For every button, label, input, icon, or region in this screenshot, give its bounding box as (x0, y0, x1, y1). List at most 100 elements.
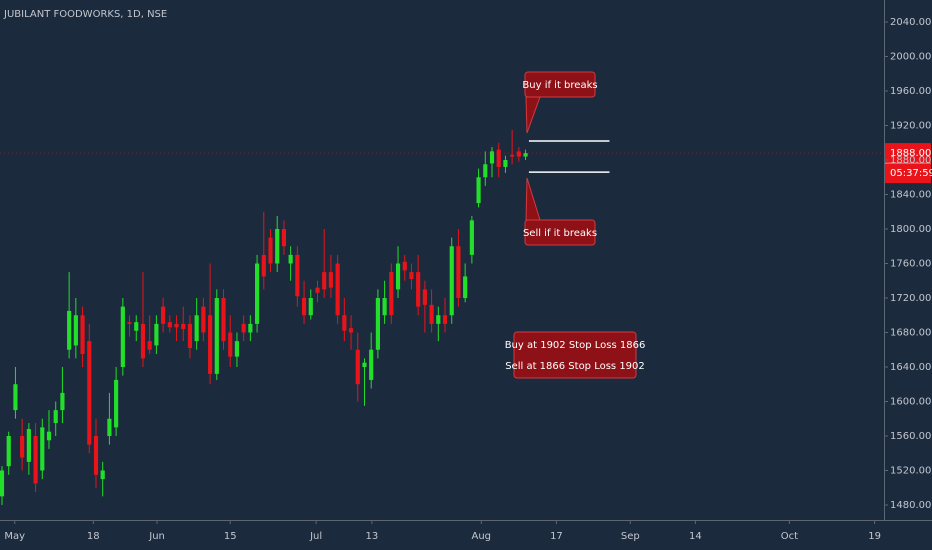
candle-body (67, 310, 72, 350)
candle-body (154, 323, 159, 346)
candle-body (463, 276, 468, 298)
annotation: Buy at 1902 Stop Loss 1866 (505, 340, 646, 351)
candle-body (114, 379, 119, 428)
candle-body (335, 263, 340, 316)
candle-body (322, 272, 327, 290)
candle-body (6, 435, 11, 467)
candle-body (46, 431, 52, 441)
candle-body (288, 254, 293, 264)
candle-body (194, 315, 199, 342)
candle-body (503, 159, 508, 167)
candle-body (26, 429, 31, 462)
candle-body (214, 297, 219, 374)
x-tick-label: Aug (472, 531, 492, 542)
candle-body (93, 435, 99, 475)
x-tick-label: 15 (224, 531, 237, 542)
x-tick-label: Jul (309, 531, 322, 542)
countdown-label: 05:37:59 (890, 168, 932, 179)
candle-body (476, 177, 481, 204)
x-tick-label: 17 (550, 531, 563, 542)
candle-body (87, 341, 92, 445)
overlay: 1888.00 05:37:59 (0, 140, 932, 184)
candle-body (234, 341, 240, 357)
candle-body (442, 315, 448, 324)
annotation: Sell at 1866 Stop Loss 1902 (505, 361, 645, 372)
candle-body (20, 435, 25, 458)
candle-body (221, 297, 226, 342)
candle-body (268, 237, 273, 264)
plan-box: Buy at 1902 Stop Loss 1866 Sell at 1866 … (505, 331, 646, 379)
candle-body (489, 151, 495, 164)
candle-body (301, 297, 307, 316)
candle-body (161, 306, 166, 324)
candle-body (328, 272, 333, 288)
x-tick-label: 18 (87, 531, 100, 542)
candle-body (187, 323, 193, 349)
candle-body (275, 228, 280, 264)
candle-body (295, 254, 300, 297)
candle-body (469, 220, 474, 255)
candle-body (342, 315, 347, 331)
callout-box (524, 219, 596, 246)
x-tick-label: 19 (868, 531, 881, 542)
candle-body (201, 306, 206, 333)
candle-body (40, 427, 45, 471)
candle-body (254, 263, 260, 324)
candle-body (308, 297, 313, 316)
x-tick-label: 13 (365, 531, 378, 542)
annotation: Sell if it breaks (523, 228, 597, 239)
y-tick-label: 1880.00 (890, 155, 931, 166)
candle-body (174, 323, 179, 328)
candle-body (348, 328, 354, 333)
candle-body (516, 151, 521, 157)
y-tick-label: 1960.00 (890, 86, 931, 97)
candle-body (53, 410, 58, 424)
candle-body (134, 322, 139, 331)
callout-box (524, 71, 596, 98)
candle-body (167, 322, 172, 328)
callout-box (513, 331, 637, 379)
y-tick-label: 1480.00 (890, 500, 931, 511)
candle-body (60, 392, 65, 411)
candle-body (369, 349, 374, 380)
y-tick-label: 2040.00 (890, 17, 931, 28)
candle-body (261, 254, 266, 277)
candle-body (422, 289, 427, 305)
candle-body (449, 246, 454, 316)
candle-body (120, 306, 125, 367)
sell-callout: Sell if it breaks (523, 177, 597, 246)
candle-body (315, 287, 320, 293)
candle-body (73, 315, 78, 346)
candle-body (181, 323, 186, 330)
candle-body (429, 304, 434, 324)
candle-body (107, 418, 112, 436)
y-tick-label: 1560.00 (890, 431, 931, 442)
candle-body (382, 297, 387, 316)
x-tick-label: Oct (781, 531, 798, 542)
y-tick-label: 1800.00 (890, 224, 931, 235)
buy-callout: Buy if it breaks (522, 71, 598, 134)
y-tick-label: 1920.00 (890, 120, 931, 131)
chart-title: JUBILANT FOODWORKS, 1D, NSE (3, 9, 167, 20)
candle-body (241, 323, 246, 333)
y-tick-label: 1680.00 (890, 327, 931, 338)
candle-body (402, 261, 407, 271)
x-tick-label: Sep (621, 531, 640, 542)
y-tick-label: 1520.00 (890, 465, 931, 476)
candle-body (80, 315, 85, 355)
candle-body (483, 164, 488, 178)
x-tick-label: 14 (689, 531, 702, 542)
candle-body (389, 272, 394, 316)
candle-body (375, 297, 380, 350)
candle-body (523, 153, 528, 157)
candle-body (13, 384, 18, 411)
candle-body (496, 149, 501, 167)
candle-body (456, 246, 461, 298)
plot-area (0, 129, 528, 505)
candle-body (436, 315, 441, 324)
y-tick-label: 1640.00 (890, 362, 931, 373)
candle-body (140, 323, 146, 359)
